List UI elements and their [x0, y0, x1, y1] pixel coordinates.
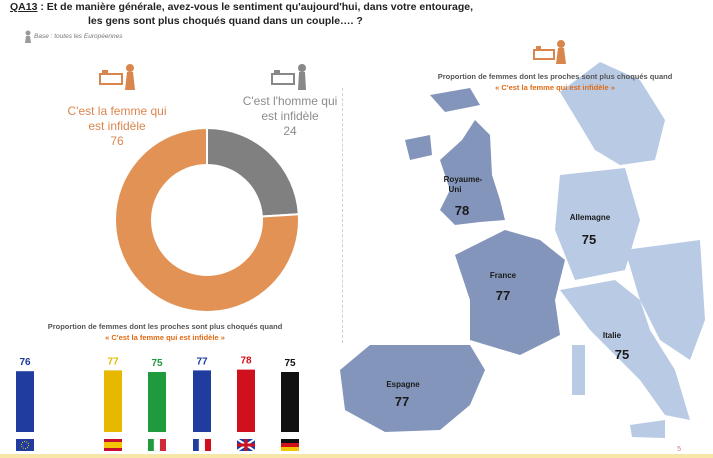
map-label-value: 78 — [455, 203, 469, 218]
donut-value-man: 24 — [283, 124, 297, 138]
bar-chart: 76 77 75 77 78 75 — [16, 356, 299, 452]
man-bed-icon — [271, 64, 306, 90]
map-sardinia — [572, 345, 585, 395]
germany-flag-icon — [281, 439, 299, 451]
bar-value-label: 75 — [284, 358, 296, 369]
base-note: Base : toutes les Européennes — [34, 33, 123, 40]
map — [555, 62, 705, 438]
bar-2 — [104, 370, 122, 432]
uk-flag-icon — [236, 438, 256, 452]
map-italy — [560, 280, 690, 420]
bar-4 — [193, 370, 211, 432]
person-icon — [25, 30, 31, 43]
map-label-value: 77 — [496, 288, 510, 303]
question-text: QA13 : Et de manière générale, avez-vous… — [10, 0, 473, 28]
map-balkans — [625, 240, 705, 360]
map-label-name: France — [490, 271, 517, 280]
map-label-name: Espagne — [386, 380, 420, 389]
question-line-2: les gens sont plus choqués quand dans un… — [88, 15, 363, 27]
map-label-name: Royaume- — [444, 175, 483, 184]
map-label-name: Italie — [603, 331, 622, 340]
bar-value-label: 77 — [196, 356, 208, 367]
map-label-value: 75 — [582, 232, 596, 247]
map-label-name: Allemagne — [570, 213, 611, 222]
bar-1 — [16, 371, 34, 432]
donut-chart — [114, 126, 300, 313]
woman-bed-icon-map — [533, 40, 566, 64]
map-scandinavia — [560, 62, 665, 165]
map-ireland — [405, 135, 432, 160]
map-label-name: Uni — [449, 185, 462, 194]
page-number: 5 — [677, 446, 681, 453]
footer-bar — [0, 454, 713, 458]
bar-value-label: 78 — [240, 356, 252, 367]
map-title: Proportion de femmes dont les proches so… — [437, 72, 673, 81]
donut-label-man-text: C'est l'homme qui est infidèle — [242, 94, 338, 123]
map-germany — [555, 168, 640, 280]
donut-slice-man — [206, 126, 300, 218]
donut-label-man: C'est l'homme qui est infidèle 24 — [240, 94, 340, 139]
donut-label-woman-text: C'est la femme qui est infidèle — [67, 104, 167, 133]
map-spain — [340, 345, 485, 432]
map-label-value: 77 — [395, 394, 409, 409]
map-label-value: 75 — [615, 347, 629, 362]
bar-6 — [281, 372, 299, 432]
donut-label-woman: C'est la femme qui est infidèle 76 — [62, 104, 172, 149]
divider — [342, 88, 344, 343]
bar-value-label: 77 — [107, 356, 119, 367]
map-iceland — [430, 88, 480, 112]
woman-bed-icon — [99, 64, 135, 90]
bar-5 — [237, 369, 255, 432]
bar-value-label: 75 — [151, 358, 163, 369]
spain-flag-icon — [104, 439, 122, 451]
map-uk — [440, 120, 505, 225]
bars-title: Proportion de femmes dont les proches so… — [47, 322, 283, 331]
bars-title-block: Proportion de femmes dont les proches so… — [20, 322, 310, 342]
bars-subtitle: « C'est la femme qui est infidèle » — [105, 333, 225, 342]
eu-flag-icon — [16, 439, 34, 451]
map-sicily — [630, 420, 665, 438]
donut-value-woman: 76 — [110, 134, 124, 148]
france-flag-icon — [193, 438, 211, 452]
map-subtitle: « C'est la femme qui est infidèle » — [495, 83, 615, 92]
map-title-block: Proportion de femmes dont les proches so… — [415, 72, 695, 92]
question-code: QA13 — [10, 1, 38, 13]
bar-3 — [148, 372, 166, 432]
donut-slice-woman — [114, 126, 300, 313]
italy-flag-icon — [148, 438, 166, 452]
bar-value-label: 76 — [19, 357, 31, 368]
question-line-1: : Et de manière générale, avez-vous le s… — [37, 1, 474, 13]
map-france — [455, 230, 565, 355]
